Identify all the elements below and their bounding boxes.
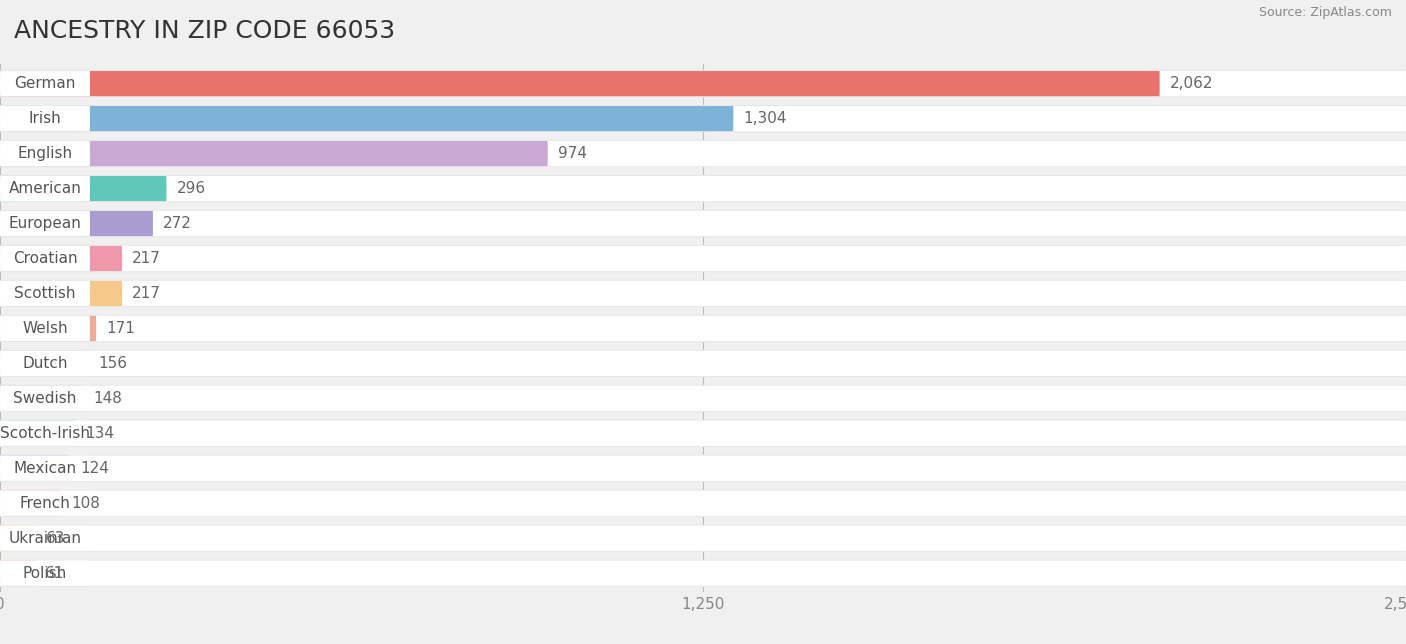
FancyBboxPatch shape xyxy=(0,351,90,376)
Text: 156: 156 xyxy=(98,356,127,371)
FancyBboxPatch shape xyxy=(0,141,90,166)
Text: 148: 148 xyxy=(93,391,122,406)
FancyBboxPatch shape xyxy=(0,211,153,236)
FancyBboxPatch shape xyxy=(0,491,1406,516)
FancyBboxPatch shape xyxy=(0,71,90,96)
FancyBboxPatch shape xyxy=(0,421,1406,446)
FancyBboxPatch shape xyxy=(0,176,166,201)
Text: French: French xyxy=(20,496,70,511)
FancyBboxPatch shape xyxy=(0,386,90,411)
FancyBboxPatch shape xyxy=(0,386,1406,411)
Text: ANCESTRY IN ZIP CODE 66053: ANCESTRY IN ZIP CODE 66053 xyxy=(14,19,395,43)
Text: 61: 61 xyxy=(45,565,63,581)
FancyBboxPatch shape xyxy=(0,456,90,481)
FancyBboxPatch shape xyxy=(0,526,35,551)
FancyBboxPatch shape xyxy=(0,245,1406,272)
Text: Polish: Polish xyxy=(22,565,67,581)
Text: 217: 217 xyxy=(132,286,162,301)
FancyBboxPatch shape xyxy=(0,561,1406,586)
Text: 124: 124 xyxy=(80,461,108,476)
FancyBboxPatch shape xyxy=(0,420,1406,447)
FancyBboxPatch shape xyxy=(0,70,1406,97)
Text: Welsh: Welsh xyxy=(22,321,67,336)
FancyBboxPatch shape xyxy=(0,561,90,586)
FancyBboxPatch shape xyxy=(0,280,1406,307)
FancyBboxPatch shape xyxy=(0,211,90,236)
FancyBboxPatch shape xyxy=(0,316,90,341)
Text: Ukrainian: Ukrainian xyxy=(8,531,82,545)
FancyBboxPatch shape xyxy=(0,526,1406,551)
Text: 171: 171 xyxy=(107,321,135,336)
FancyBboxPatch shape xyxy=(0,106,1406,131)
Text: 108: 108 xyxy=(70,496,100,511)
FancyBboxPatch shape xyxy=(0,489,1406,517)
Text: Mexican: Mexican xyxy=(14,461,76,476)
FancyBboxPatch shape xyxy=(0,491,60,516)
FancyBboxPatch shape xyxy=(0,140,1406,167)
FancyBboxPatch shape xyxy=(0,281,1406,306)
FancyBboxPatch shape xyxy=(0,106,734,131)
FancyBboxPatch shape xyxy=(0,210,1406,237)
FancyBboxPatch shape xyxy=(0,526,90,551)
Text: 217: 217 xyxy=(132,251,162,266)
FancyBboxPatch shape xyxy=(0,106,90,131)
FancyBboxPatch shape xyxy=(0,384,1406,412)
FancyBboxPatch shape xyxy=(0,141,548,166)
Text: Scotch-Irish: Scotch-Irish xyxy=(0,426,90,441)
FancyBboxPatch shape xyxy=(0,455,1406,482)
FancyBboxPatch shape xyxy=(0,316,1406,341)
FancyBboxPatch shape xyxy=(0,351,87,376)
FancyBboxPatch shape xyxy=(0,175,1406,202)
FancyBboxPatch shape xyxy=(0,141,1406,166)
Text: Source: ZipAtlas.com: Source: ZipAtlas.com xyxy=(1258,6,1392,19)
FancyBboxPatch shape xyxy=(0,281,122,306)
FancyBboxPatch shape xyxy=(0,211,1406,236)
FancyBboxPatch shape xyxy=(0,71,1406,96)
FancyBboxPatch shape xyxy=(0,246,90,271)
Text: American: American xyxy=(8,181,82,196)
FancyBboxPatch shape xyxy=(0,281,90,306)
FancyBboxPatch shape xyxy=(0,491,90,516)
FancyBboxPatch shape xyxy=(0,561,34,586)
FancyBboxPatch shape xyxy=(0,456,70,481)
Text: 134: 134 xyxy=(86,426,114,441)
FancyBboxPatch shape xyxy=(0,316,96,341)
Text: German: German xyxy=(14,76,76,91)
FancyBboxPatch shape xyxy=(0,421,76,446)
FancyBboxPatch shape xyxy=(0,421,90,446)
Text: Swedish: Swedish xyxy=(13,391,77,406)
Text: Scottish: Scottish xyxy=(14,286,76,301)
FancyBboxPatch shape xyxy=(0,456,1406,481)
Text: 1,304: 1,304 xyxy=(744,111,787,126)
FancyBboxPatch shape xyxy=(0,315,1406,342)
FancyBboxPatch shape xyxy=(0,105,1406,132)
FancyBboxPatch shape xyxy=(0,71,1160,96)
FancyBboxPatch shape xyxy=(0,176,1406,201)
FancyBboxPatch shape xyxy=(0,351,1406,376)
FancyBboxPatch shape xyxy=(0,386,83,411)
Text: 974: 974 xyxy=(558,146,586,161)
Text: European: European xyxy=(8,216,82,231)
Text: Irish: Irish xyxy=(28,111,62,126)
FancyBboxPatch shape xyxy=(0,560,1406,587)
FancyBboxPatch shape xyxy=(0,176,90,201)
FancyBboxPatch shape xyxy=(0,246,122,271)
Text: English: English xyxy=(17,146,73,161)
Text: 2,062: 2,062 xyxy=(1170,76,1213,91)
FancyBboxPatch shape xyxy=(0,525,1406,552)
FancyBboxPatch shape xyxy=(0,350,1406,377)
Text: Dutch: Dutch xyxy=(22,356,67,371)
Text: Croatian: Croatian xyxy=(13,251,77,266)
FancyBboxPatch shape xyxy=(0,246,1406,271)
Text: 63: 63 xyxy=(45,531,65,545)
Text: 296: 296 xyxy=(177,181,205,196)
Text: 272: 272 xyxy=(163,216,193,231)
